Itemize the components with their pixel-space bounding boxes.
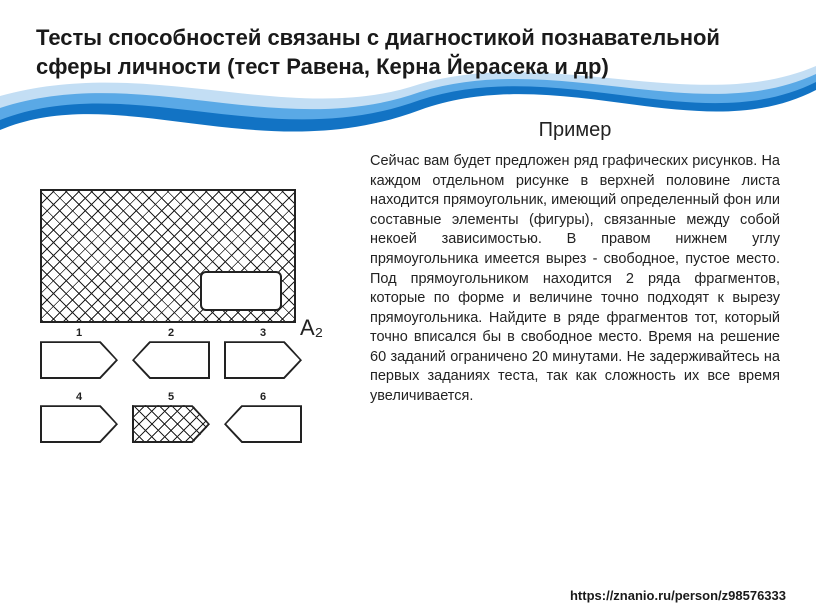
fragment-number: 5 [168,391,174,403]
fragment-shape [40,405,118,443]
fragment-shape [40,341,118,379]
figure-column: 123456 [30,119,350,455]
fragment-shape [224,405,302,443]
fragment-2: 2 [132,341,210,391]
fragment-5: 5 [132,405,210,455]
fragment-number: 6 [260,391,266,403]
raven-fragments-grid: 123456 [40,341,350,455]
fragment-shape [132,341,210,379]
fragment-6: 6 [224,405,302,455]
raven-matrix [40,189,296,323]
slide-title: Тесты способностей связаны с диагностико… [0,0,816,91]
footer-url: https://znanio.ru/person/z98576333 [570,588,786,603]
raven-matrix-cutout [200,271,282,311]
fragment-number: 4 [76,391,82,403]
fragment-number: 1 [76,327,82,339]
fragment-shape [132,405,210,443]
main-content: 123456 Пример Сейчас вам будет предложен… [0,91,816,455]
fragment-1: 1 [40,341,118,391]
example-body-text: Сейчас вам будет предложен ряд графическ… [370,152,780,406]
fragment-4: 4 [40,405,118,455]
text-column: Пример Сейчас вам будет предложен ряд гр… [350,119,786,455]
fragment-number: 2 [168,327,174,339]
fragment-shape [224,341,302,379]
example-subtitle: Пример [370,119,780,142]
fragment-number: 3 [260,327,266,339]
fragment-3: 3 [224,341,302,391]
